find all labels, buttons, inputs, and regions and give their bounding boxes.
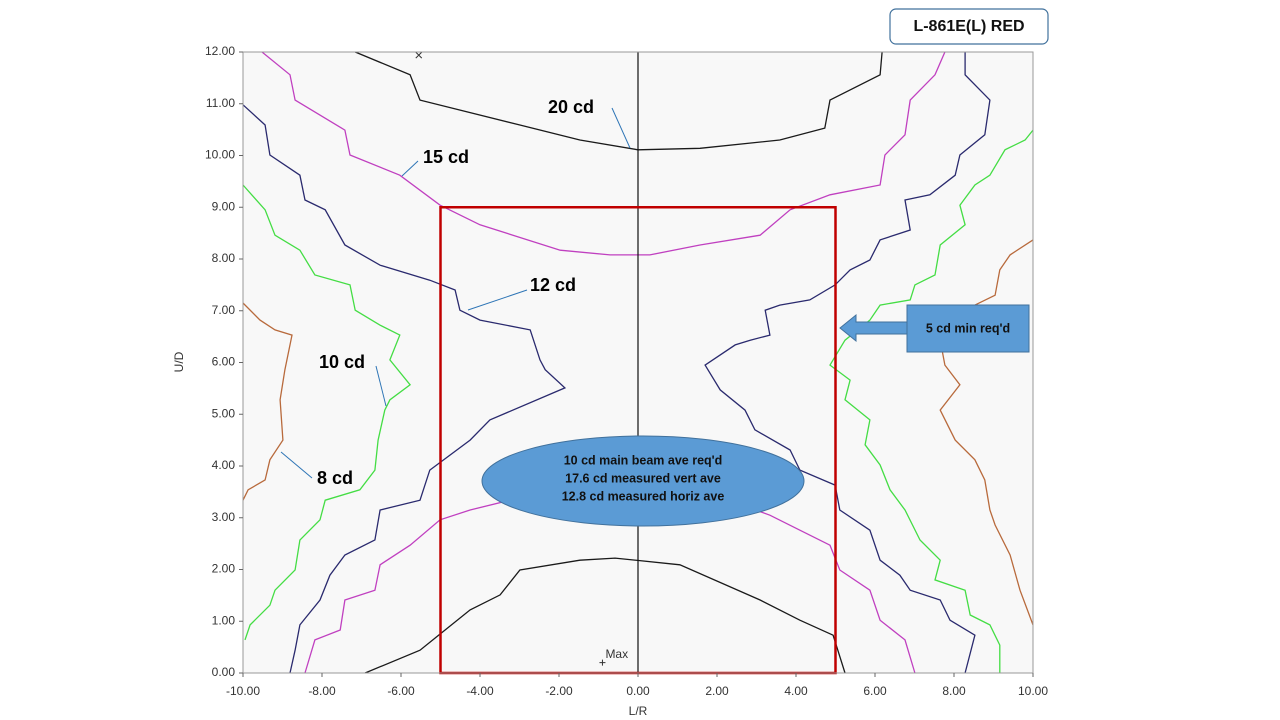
leader-line [401,160,419,177]
leader-line [611,107,631,149]
contour-label: 10 cd [319,352,365,372]
contour-line [242,52,991,674]
x-tick-label: 8.00 [942,684,966,698]
note-line: 10 cd main beam ave req'd [564,453,723,467]
contour-line [354,51,883,674]
leader-line [375,365,387,407]
y-tick-label: 1.00 [212,613,236,627]
y-tick-label: 10.00 [205,148,235,162]
note-ellipse [481,435,805,527]
x-tick-label: 0.00 [626,684,650,698]
x-tick-label: 10.00 [1018,684,1048,698]
y-tick-label: 6.00 [212,355,236,369]
leader-line [467,289,528,311]
callout-box [906,304,1030,353]
y-tick-label: 8.00 [212,251,236,265]
title-box [889,8,1049,45]
contour-label: 20 cd [548,97,594,117]
y-tick-label: 2.00 [212,562,236,576]
callout-text: 5 cd min req'd [926,321,1010,335]
x-tick-label: 6.00 [863,684,887,698]
contour-label: 12 cd [530,275,576,295]
max-label: Max [605,647,628,661]
x-tick-label: -6.00 [387,684,415,698]
y-tick-label: 11.00 [206,96,235,110]
y-tick-label: 3.00 [212,510,236,524]
contour-label: 8 cd [317,468,353,488]
leader-line [280,451,313,479]
note-line: 17.6 cd measured vert ave [565,471,721,485]
y-tick-label: 0.00 [212,665,236,679]
x-tick-label: -2.00 [545,684,573,698]
y-tick-label: 7.00 [212,303,236,317]
y-tick-label: 5.00 [212,406,236,420]
contour-line [242,129,1034,673]
x-tick-label: -10.00 [226,684,260,698]
y-tick-label: 4.00 [212,458,236,472]
note-line: 12.8 cd measured horiz ave [562,489,725,503]
x-tick-label: 4.00 [784,684,808,698]
max-marker [599,659,606,666]
y-axis-label: U/D [172,351,186,372]
x-axis-label: L/R [629,704,648,718]
contour-line [242,239,1034,626]
y-tick-label: 12.00 [205,44,235,58]
cross-marker [415,51,423,59]
y-tick-label: 9.00 [212,199,236,213]
chart-title: L-861E(L) RED [913,18,1024,35]
contour-label: 15 cd [423,147,469,167]
x-tick-label: -4.00 [466,684,494,698]
x-tick-label: 2.00 [705,684,729,698]
x-tick-label: -8.00 [308,684,336,698]
